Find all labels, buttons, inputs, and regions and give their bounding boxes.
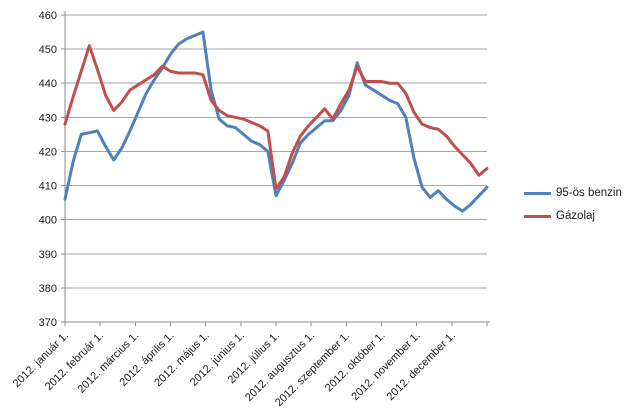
gazolaj-legend-label: Gázolaj (556, 210, 595, 222)
legend: 95-ös benzin Gázolaj (524, 187, 622, 222)
legend-item-gazolaj: Gázolaj (524, 210, 622, 222)
y-tick-label: 370 (39, 317, 57, 329)
y-tick-label: 380 (39, 283, 57, 295)
benzin-line-swatch (524, 191, 551, 195)
x-month-label: 2012. december 1. (385, 330, 458, 403)
y-tick-label: 430 (39, 112, 57, 124)
gazolaj-line-swatch (524, 214, 551, 218)
benzin-series-line (63, 30, 489, 213)
y-tick-label: 450 (39, 44, 57, 56)
y-tick-label: 410 (39, 181, 57, 193)
y-tick-label: 420 (39, 146, 57, 158)
x-month-label: 2012. március 1. (75, 330, 141, 396)
gazolaj-series-line (63, 44, 489, 191)
benzin-legend-label: 95-ös benzin (556, 187, 622, 199)
legend-item-benzin: 95-ös benzin (524, 187, 622, 199)
x-month-label: 2012. október 1. (323, 330, 388, 395)
y-tick-label: 400 (39, 215, 57, 227)
y-tick-label: 440 (39, 78, 57, 90)
y-tick-label: 390 (39, 249, 57, 261)
y-tick-label: 460 (39, 10, 57, 22)
